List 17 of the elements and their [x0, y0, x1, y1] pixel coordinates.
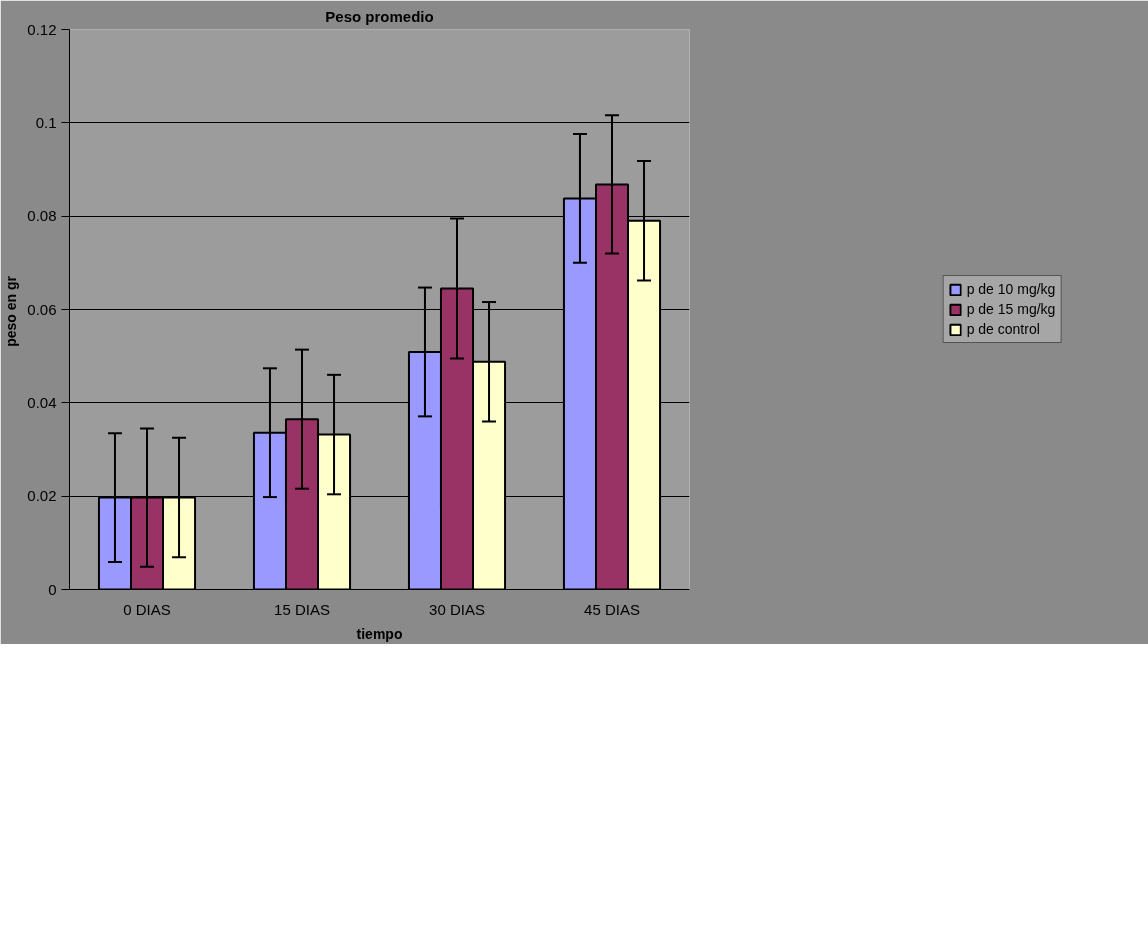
y-tick-label: 0.1	[35, 113, 57, 131]
y-tick-label: 0.12	[27, 20, 57, 38]
y-axis-title: peso en gr	[3, 275, 20, 347]
legend-label: p de 15 mg/kg	[966, 301, 1056, 317]
legend-label: p de control	[966, 321, 1040, 337]
y-tick-label: 0.04	[27, 393, 57, 411]
y-tick-label: 0.02	[27, 487, 57, 505]
legend-label: p de 10 mg/kg	[966, 281, 1056, 297]
x-tick-label: 0 DIAS	[123, 600, 171, 618]
y-tick-label: 0	[48, 580, 57, 598]
x-tick-label: 15 DIAS	[274, 600, 330, 618]
y-tick-label: 0.08	[27, 207, 57, 225]
y-tick-label: 0.06	[27, 300, 57, 318]
x-tick-label: 45 DIAS	[584, 600, 640, 618]
x-axis-title: tiempo	[356, 625, 403, 642]
chart-title: Peso promedio	[325, 7, 434, 25]
x-tick-label: 30 DIAS	[429, 600, 485, 618]
